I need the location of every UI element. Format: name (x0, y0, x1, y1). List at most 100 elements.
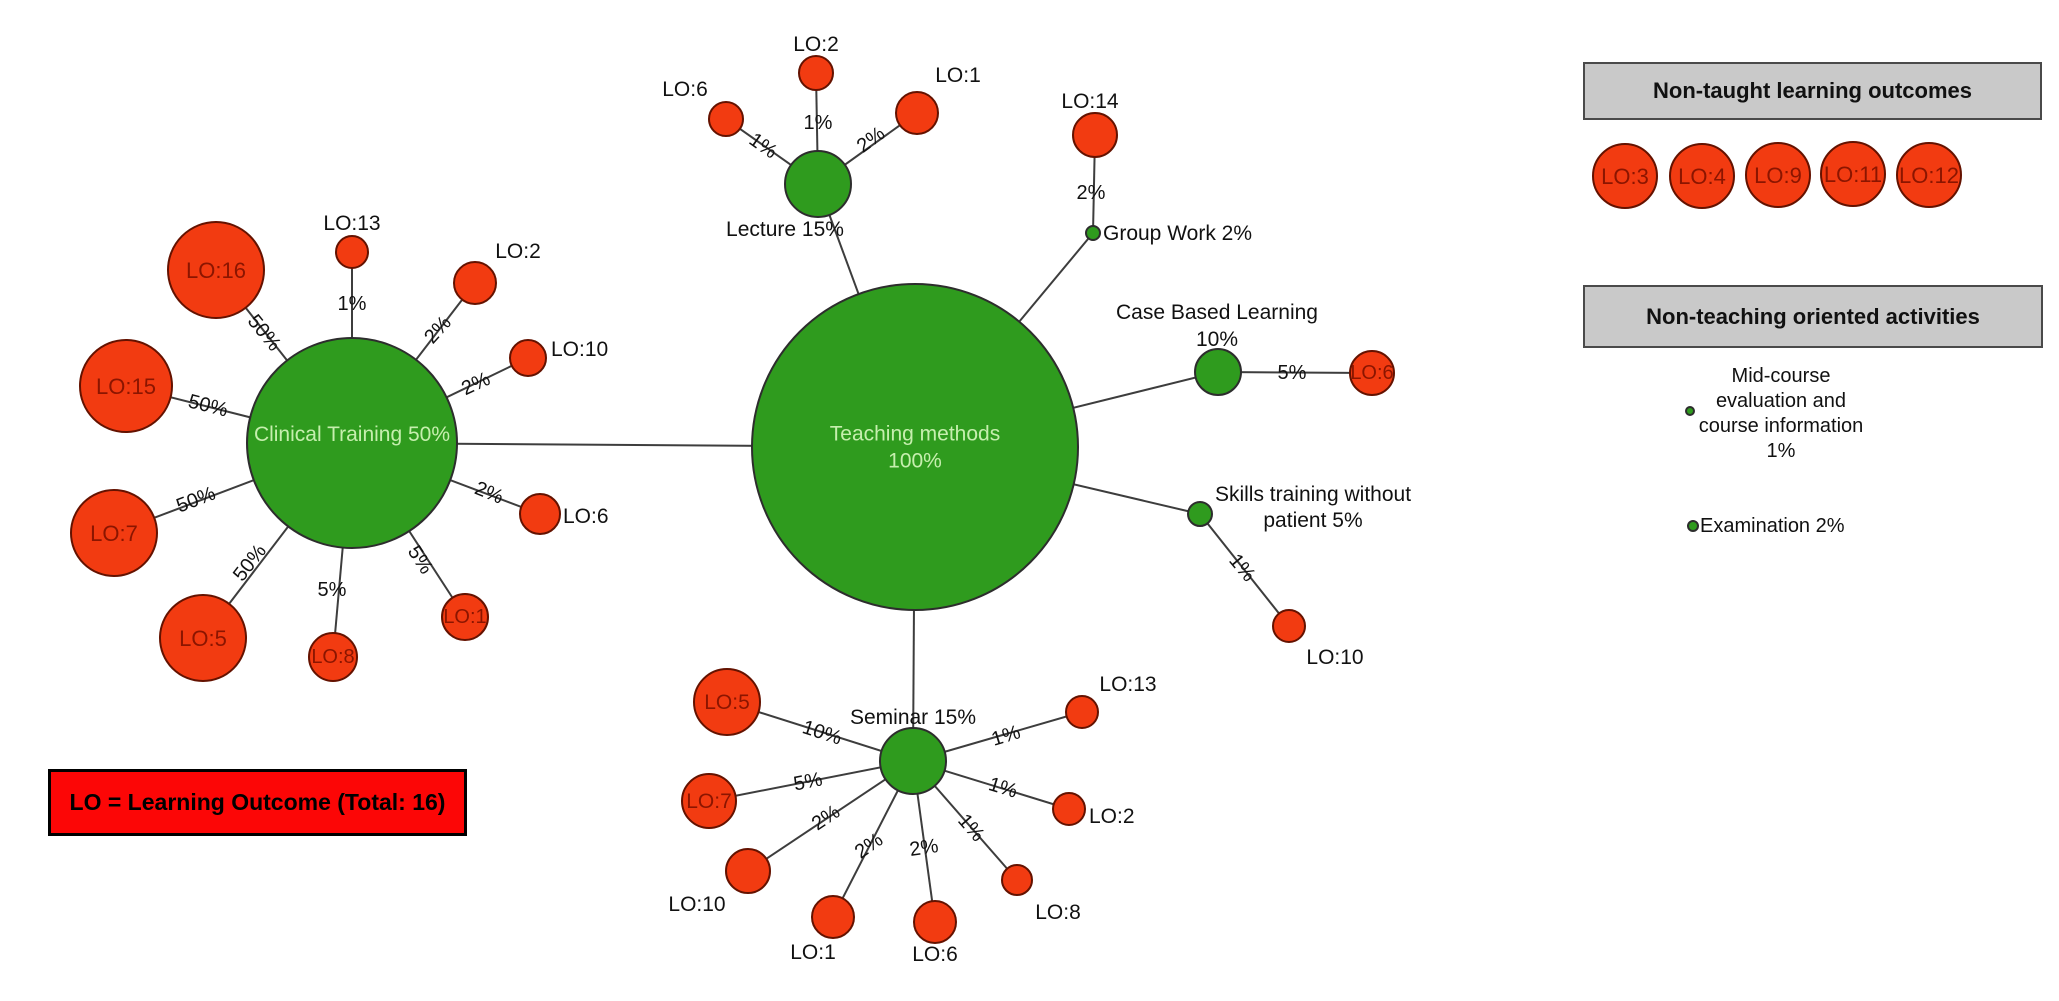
node-label-lo8-seminar: LO:8 (1035, 901, 1081, 924)
label-midcourse-text: Mid-course evaluation and course informati… (1699, 365, 1864, 462)
node-lo2-clinical (453, 261, 497, 305)
node-lo2-seminar (1052, 792, 1086, 826)
node-lo16-clinical (167, 221, 265, 319)
label-examination-text: Examination 2% (1700, 515, 1845, 537)
node-label-lo10-skills: LO:10 (1306, 646, 1363, 669)
legend-non-teaching-header: Non-teaching oriented activities (1583, 285, 2043, 348)
edge-label-lecture-lo6: 1% (745, 129, 781, 164)
edge-label-lecture-lo2: 1% (804, 112, 833, 134)
node-lo14-groupwork (1072, 112, 1118, 158)
legend-non-teaching-title: Non-teaching oriented activities (1646, 303, 1980, 329)
edge-label-seminar-lo13: 1% (989, 721, 1023, 751)
legend-non-taught-title: Non-taught learning outcomes (1653, 78, 1972, 103)
node-lo6-clinical (519, 493, 561, 535)
legend-non-taught-header: Non-taught learning outcomes (1583, 62, 2042, 120)
node-label-lo7-clinical: LO:7 (90, 521, 138, 546)
edge-label-groupwork-lo14: 2% (1077, 182, 1106, 204)
edge-label-seminar-lo2: 1% (986, 773, 1020, 803)
node-lo1-seminar (811, 895, 855, 939)
lo-note-box: LO = Learning Outcome (Total: 16) (48, 769, 467, 836)
node-label-lo1-seminar: LO:1 (790, 941, 836, 964)
edge-label-seminar-lo10: 2% (808, 801, 844, 836)
node-label-group-work: Group Work 2% (1103, 222, 1252, 245)
node-lo1-clinical (441, 593, 489, 641)
edge-label-cbl-lo6: 5% (1278, 362, 1307, 384)
edge-label-seminar-lo7: 5% (792, 768, 825, 795)
edge-label-skills-lo10: 1% (1224, 550, 1260, 586)
node-skills-training (1187, 501, 1213, 527)
node-lo8-clinical (308, 632, 358, 682)
node-seminar (879, 727, 947, 795)
node-label-legend-lo9: LO:9 (1754, 163, 1802, 188)
node-teaching-methods (751, 283, 1079, 611)
node-label-legend-lo12: LO:12 (1899, 163, 1959, 188)
node-lo7-clinical (70, 489, 158, 577)
node-label-lo6-cbl: LO:6 (1350, 362, 1393, 384)
node-label-legend-lo3: LO:3 (1601, 164, 1649, 189)
node-case-based-learning (1194, 348, 1242, 396)
node-label-lo10-clinical: LO:10 (551, 338, 608, 361)
node-lo5-seminar (693, 668, 761, 736)
node-label-lo6-lecture: LO:6 (662, 78, 708, 101)
node-label-lo6-seminar: LO:6 (912, 943, 958, 966)
edge-label-seminar-lo1: 2% (851, 829, 887, 864)
node-label-clinical-training: Clinical Training 50% (254, 423, 450, 446)
node-lo13-seminar (1065, 695, 1099, 729)
node-midcourse-dot (1685, 406, 1695, 416)
node-label-seminar: Seminar 15% (850, 706, 976, 729)
node-clinical-training (246, 337, 458, 549)
lo-note-text: LO = Learning Outcome (Total: 16) (69, 789, 446, 815)
node-lo1-lecture (895, 91, 939, 135)
node-lo8-seminar (1001, 864, 1033, 896)
node-label-lo1-clinical: LO:1 (443, 606, 486, 628)
node-lo7-seminar (681, 773, 737, 829)
node-label-lecture: Lecture 15% (726, 218, 844, 241)
edge-label-seminar-lo6: 2% (908, 835, 940, 861)
node-label-skills-training: Skills training without patient 5% (1215, 483, 1411, 532)
node-legend-lo9 (1745, 142, 1811, 208)
edge-skills-lo10 (1199, 513, 1290, 627)
edge-label-lecture-lo1: 2% (853, 122, 889, 157)
edge-label-clinical-lo8: 5% (318, 579, 347, 601)
node-label-lo7-seminar: LO:7 (686, 790, 732, 813)
node-lo10-seminar (725, 848, 771, 894)
node-legend-lo4 (1669, 143, 1735, 209)
edge-label-clinical-lo15: 50% (186, 390, 230, 421)
node-lo5-clinical (159, 594, 247, 682)
node-label-lo13-clinical: LO:13 (323, 212, 380, 235)
node-group-work (1085, 225, 1101, 241)
node-label-lo1-lecture: LO:1 (935, 64, 981, 87)
node-label-lo2-lecture: LO:2 (793, 33, 839, 56)
node-lo10-skills (1272, 609, 1306, 643)
node-legend-lo11 (1820, 141, 1886, 207)
node-label-case-based-learning: Case Based Learning 10% (1116, 301, 1318, 351)
edge-label-clinical-lo6: 2% (471, 477, 506, 508)
node-lo13-clinical (335, 235, 369, 269)
node-label-lo2-seminar: LO:2 (1089, 805, 1135, 828)
edge-label-clinical-lo2: 2% (420, 312, 456, 348)
edge-seminar-lo7 (708, 760, 914, 802)
edge-cbl-lo6 (1217, 371, 1373, 374)
node-label-lo8-clinical: LO:8 (311, 646, 354, 668)
node-lo6-cbl (1349, 350, 1395, 396)
node-lecture (784, 150, 852, 218)
edge-label-clinical-lo1: 5% (403, 542, 437, 578)
node-lo6-lecture (708, 101, 744, 137)
node-lo15-clinical (79, 339, 173, 433)
node-label-legend-lo11: LO:11 (1824, 162, 1882, 187)
node-label-lo2-clinical: LO:2 (495, 240, 541, 263)
node-label-lo15-clinical: LO:15 (96, 374, 156, 399)
edge-label-seminar-lo5: 10% (800, 716, 845, 749)
node-label-lo16-clinical: LO:16 (186, 258, 246, 283)
node-label-lo5-seminar: LO:5 (704, 691, 750, 714)
node-label-lo13-seminar: LO:13 (1099, 673, 1156, 696)
node-lo6-seminar (913, 900, 957, 944)
node-lo10-clinical (509, 339, 547, 377)
edge-label-clinical-lo13: 1% (338, 293, 367, 315)
edge-label-clinical-lo5: 50% (229, 540, 271, 585)
node-label-lo10-seminar: LO:10 (668, 893, 725, 916)
node-legend-lo12 (1896, 142, 1962, 208)
node-legend-lo3 (1592, 143, 1658, 209)
